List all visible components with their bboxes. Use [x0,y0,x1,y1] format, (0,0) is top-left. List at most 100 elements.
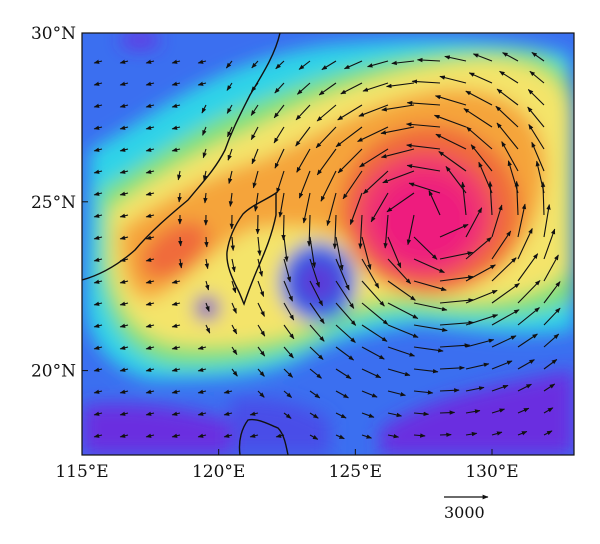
wind-arrow-320 [465,431,478,437]
wind-arrow-66 [380,126,415,135]
wind-arrow-265 [439,365,465,371]
wind-arrow-80 [296,148,311,173]
wind-arrow-84 [380,148,415,159]
wind-arrow-323 [543,430,553,436]
wind-arrow-157 [439,223,469,238]
wind-arrow-282 [413,390,434,395]
wind-arrow-94 [202,170,208,181]
wind-arrow-196 [517,253,539,282]
wind-arrow-179 [543,228,556,260]
wind-arrow-91 [119,169,129,174]
wind-arrow-38 [145,103,155,108]
wind-arrow-189 [335,280,355,309]
wind-arrow-158 [465,207,483,238]
wind-arrow-42 [250,104,259,116]
wind-arrow-170 [309,258,320,288]
wind-arrow-252 [93,367,103,372]
wind-arrow-259 [283,368,293,378]
wind-arrow-275 [223,389,233,394]
wind-arrow-289 [119,411,129,416]
wind-arrow-39 [171,103,181,108]
wind-arrow-283 [439,388,460,393]
wind-arrow-274 [197,389,207,394]
wind-arrow-127 [119,213,129,218]
wind-arrow-96 [252,170,259,189]
wind-arrow-102 [382,170,415,184]
wind-arrow-10 [343,60,363,70]
wind-arrow-113 [228,192,234,207]
wind-arrow-156 [413,236,438,260]
wind-arrow-180 [93,279,103,284]
wind-arrow-37 [119,103,129,108]
wind-arrow-140 [460,181,467,216]
wind-arrow-192 [413,280,447,291]
wind-arrow-68 [433,114,467,128]
wind-arrow-305 [543,407,554,414]
wind-arrow-160 [517,203,527,238]
wind-arrow-107 [531,141,545,172]
wind-arrow-65 [357,126,389,142]
wind-arrow-249 [491,335,517,348]
wind-arrow-202 [205,302,210,312]
wind-arrow-258 [257,368,265,377]
wind-arrow-164 [145,257,155,262]
wind-arrow-128 [145,213,155,218]
wind-arrow-44 [295,104,311,121]
wind-arrow-45 [316,104,337,122]
wind-arrow-46 [337,104,363,121]
wind-arrow-228 [413,324,448,332]
wind-arrow-85 [406,143,441,150]
wind-arrow-167 [231,258,236,273]
wind-arrow-98 [298,170,311,199]
wind-arrow-2 [145,59,155,64]
wind-arrow-159 [491,204,503,238]
wind-arrow-135 [332,214,338,250]
wind-arrow-246 [413,346,444,353]
wind-arrow-75 [171,147,181,152]
wind-arrow-186 [257,280,265,298]
wind-arrow-4 [197,59,207,64]
wind-arrow-14 [444,55,467,62]
wind-arrow-21 [171,81,181,86]
wind-arrow-5 [225,60,233,69]
wind-arrow-253 [119,367,129,372]
wind-arrow-26 [296,82,311,95]
wind-arrow-211 [439,298,474,304]
wind-arrow-20 [145,81,155,86]
wind-arrow-256 [197,367,207,372]
wind-arrow-251 [543,333,560,348]
wind-arrow-99 [320,170,337,202]
wind-arrow-266 [465,362,490,370]
wind-arrow-291 [171,411,181,416]
wind-arrow-279 [335,390,349,399]
wind-arrow-64 [335,126,363,148]
wind-arrow-311 [223,433,233,438]
wind-arrow-219 [171,323,181,328]
wind-arrow-313 [275,433,285,438]
wind-arrow-208 [361,302,389,325]
wind-arrow-27 [318,82,337,96]
wind-arrow-48 [381,104,415,112]
wind-arrow-188 [309,280,324,307]
wind-arrow-120 [386,192,415,213]
wind-arrow-272 [145,389,155,394]
wind-arrow-301 [439,410,456,415]
wind-arrow-7 [275,60,285,70]
latitude-axis: 30°N 25°N 20°N [31,24,88,382]
wind-arrow-106 [501,141,519,172]
wind-arrow-321 [491,431,503,436]
lat-tick-label-1: 25°N [31,193,76,213]
wind-arrow-268 [517,359,535,370]
wind-arrow-149 [230,236,235,252]
wind-arrow-73 [119,147,129,152]
wind-arrow-53 [527,89,545,106]
wind-arrow-314 [309,434,319,440]
wind-arrow-161 [543,204,551,238]
wind-arrow-286 [517,383,532,392]
wind-arrow-175 [439,251,474,260]
wind-arrow-247 [439,343,471,348]
wind-arrow-299 [387,412,403,418]
wind-arrow-169 [283,258,292,283]
wind-arrow-86 [435,133,467,150]
taiwan-outline [226,191,277,306]
